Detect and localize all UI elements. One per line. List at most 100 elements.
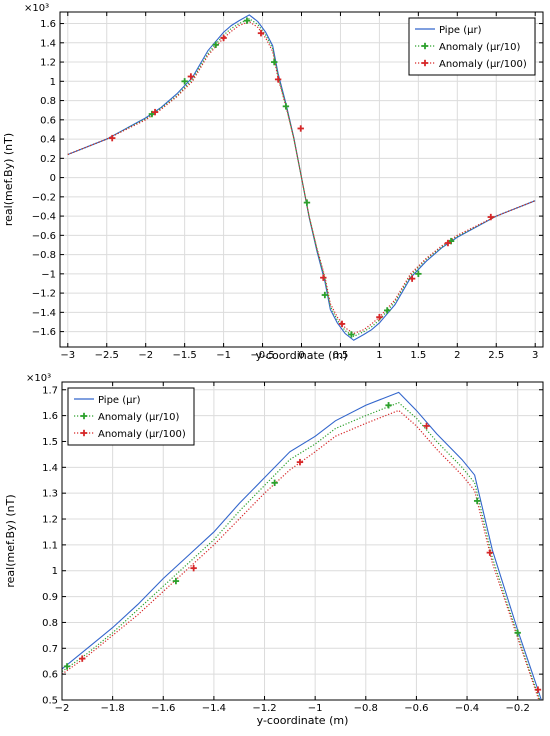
x-tick-label: 2.5 — [488, 350, 504, 361]
x-tick-label: −1.8 — [100, 703, 124, 714]
x-tick-label: 0.5 — [332, 350, 348, 361]
series-3-marker — [190, 564, 197, 572]
legend: Pipe (μr) Anomaly (μr/10) Anomaly (μr/100) — [408, 17, 536, 76]
legend: Pipe (μr) Anomaly (μr/10) Anomaly (μr/100) — [67, 387, 195, 446]
x-axis-title: y-coordinate (m) — [256, 349, 348, 362]
y-tick-label: 0.6 — [42, 670, 58, 681]
y-tick-label: 1.6 — [40, 19, 56, 30]
y-exponent-label: ×10³ — [26, 373, 51, 384]
y-axis-title: real(mef.By) (nT) — [4, 494, 17, 587]
legend-label: Pipe (μr) — [98, 395, 141, 406]
x-tick-label: −1.6 — [151, 703, 175, 714]
x-tick-label: −2 — [55, 703, 70, 714]
series-line-3 — [67, 20, 536, 335]
y-tick-label: −1.4 — [32, 308, 56, 319]
y-axis-title: real(mef.By) (nT) — [2, 133, 15, 226]
series-3-marker — [257, 29, 265, 37]
series-3-marker — [534, 686, 542, 693]
series-3-marker — [297, 125, 304, 132]
series-2-marker — [172, 577, 180, 585]
series-3-marker — [296, 458, 304, 466]
x-tick-label: −0.4 — [455, 703, 479, 714]
y-tick-label: −1 — [41, 269, 56, 280]
series-2-marker — [415, 270, 422, 278]
series-3-marker — [408, 275, 416, 282]
series-3-marker — [108, 134, 116, 142]
x-tick-label: −0.5 — [250, 350, 274, 361]
series-line-1 — [62, 391, 542, 700]
legend-label: Pipe (μr) — [439, 25, 482, 36]
series-3-marker — [151, 108, 159, 116]
series-group — [67, 14, 536, 341]
x-tick-label: −1.5 — [172, 350, 196, 361]
y-tick-label: −0.2 — [32, 192, 56, 203]
y-tick-label: 1.2 — [40, 58, 56, 69]
axes-frame — [61, 381, 544, 701]
y-tick-label: 0.4 — [40, 135, 56, 146]
y-tick-label: −1.6 — [32, 327, 56, 338]
y-tick-label: 1.3 — [42, 489, 58, 500]
series-3-marker — [320, 274, 327, 281]
x-tick-label: −1 — [308, 703, 323, 714]
series-line-2 — [62, 401, 541, 700]
x-tick-label: −0.2 — [506, 703, 530, 714]
y-tick-label: −0.6 — [32, 231, 56, 242]
series-2-marker — [303, 199, 311, 206]
x-tick-label: −2.5 — [95, 350, 119, 361]
series-2-marker — [271, 58, 278, 66]
series-3-marker — [187, 73, 195, 80]
series-3-marker — [486, 549, 494, 556]
legend-label: Anomaly (μr/100) — [439, 59, 527, 70]
series-3-marker — [376, 313, 383, 321]
x-tick-label: 1.5 — [410, 350, 426, 361]
x-tick-label: −2 — [138, 350, 153, 361]
y-tick-label: 0.8 — [42, 618, 58, 629]
series-2-marker — [321, 291, 329, 299]
y-tick-label: −0.4 — [32, 212, 56, 223]
series-3-marker — [338, 320, 346, 328]
y-tick-label: 1.4 — [40, 38, 56, 49]
series-3-marker — [220, 34, 227, 42]
series-2-marker — [243, 17, 251, 24]
series-2-marker — [348, 331, 355, 338]
chart-2: −2 −1.8 −1.6 −1.4 −1.2 −1 −0.8 −0.6 −0.4 −0.2 0.5 0… — [4, 373, 544, 727]
series-3-marker — [79, 655, 86, 662]
series-2-marker — [63, 663, 71, 670]
x-tick-label: −1 — [216, 350, 231, 361]
y-tick-label: −1.2 — [32, 289, 56, 300]
y-tick-label: 0.9 — [42, 592, 58, 603]
series-line-2 — [67, 18, 536, 338]
y-tick-label: −0.8 — [32, 250, 56, 261]
series-2-marker — [271, 479, 278, 487]
x-tick-label: 0 — [298, 350, 304, 361]
y-tick-label: 0.8 — [40, 96, 56, 107]
x-axis-title: y-coordinate (m) — [257, 714, 349, 727]
y-tick-label: 1.7 — [42, 385, 58, 396]
series-3-marker — [487, 213, 495, 221]
x-tick-label: −0.6 — [404, 703, 428, 714]
y-tick-label: 0.5 — [42, 696, 58, 707]
series-2-marker — [282, 103, 290, 110]
y-tick-label: 0 — [50, 173, 56, 184]
series-2-marker — [514, 629, 521, 636]
x-tick-label: −1.2 — [252, 703, 276, 714]
y-tick-label: 0.6 — [40, 115, 56, 126]
series-group — [62, 391, 542, 700]
legend-label: Anomaly (μr/100) — [98, 429, 186, 440]
series-3-marker — [423, 422, 430, 430]
series-3-marker — [444, 239, 452, 247]
series-line-3 — [62, 409, 540, 700]
x-tick-label: −1.4 — [202, 703, 226, 714]
y-tick-label: 1 — [52, 566, 58, 577]
y-exponent-label: ×10³ — [24, 3, 49, 14]
y-tick-label: 1.1 — [42, 540, 58, 551]
legend-label: Anomaly (μr/10) — [439, 42, 521, 53]
chart-1: −3 −2.5 −2 −1.5 −1 −0.5 0 0.5 1 1.5 2 2.5 3 −1.6 −1.4 −… — [2, 3, 544, 362]
y-tick-label: 0.7 — [42, 644, 58, 655]
series-3-marker — [274, 76, 282, 83]
series-2-marker — [473, 497, 481, 505]
series-2-marker — [181, 78, 188, 85]
series-2-marker — [212, 41, 220, 48]
x-tick-label: −3 — [60, 350, 75, 361]
